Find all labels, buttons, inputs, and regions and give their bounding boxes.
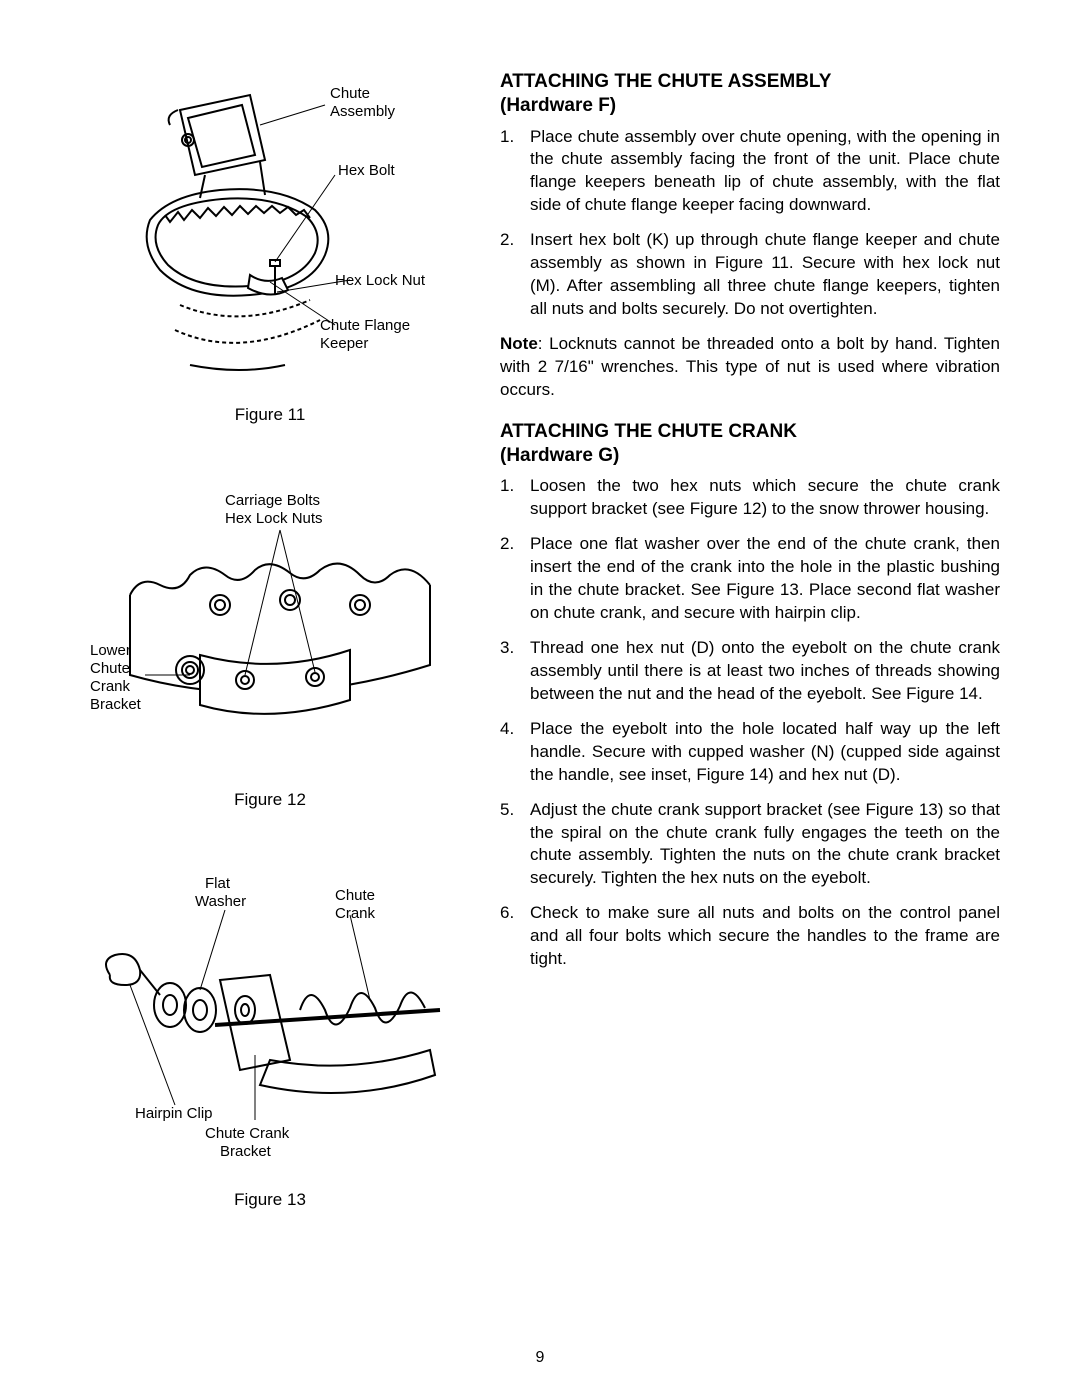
chute-assembly-item: Place chute assembly over chute opening,… <box>500 126 1000 218</box>
fig13-label-flat-l1: Flat <box>205 875 231 892</box>
figure-13-svg: Flat Washer Chute Crank Hairpin Clip Chu… <box>90 860 450 1170</box>
fig11-label-chute-assembly-l1: Chute <box>330 85 370 102</box>
fig12-label-lower-l4: Bracket <box>90 696 142 713</box>
page-content: Chute Assembly Hex Bolt Hex Lock Nut Chu… <box>80 70 1000 1260</box>
chute-assembly-item: Insert hex bolt (K) up through chute fla… <box>500 229 1000 321</box>
fig12-label-lower-l3: Crank <box>90 678 131 695</box>
fig11-label-chute-assembly-l2: Assembly <box>330 103 396 120</box>
fig13-label-crank-l1: Chute <box>335 887 375 904</box>
fig13-label-bracket-l2: Bracket <box>220 1143 272 1160</box>
fig11-label-flange-l1: Chute Flange <box>320 317 410 334</box>
section-heading-chute-crank: ATTACHING THE CHUTE CRANK (Hardware G) <box>500 420 1000 468</box>
figure-11-caption: Figure 11 <box>80 405 460 425</box>
figure-13: Flat Washer Chute Crank Hairpin Clip Chu… <box>80 860 460 1210</box>
chute-crank-list: Loosen the two hex nuts which secure the… <box>500 475 1000 971</box>
fig13-label-flat-l2: Washer <box>195 893 246 910</box>
figure-11-svg: Chute Assembly Hex Bolt Hex Lock Nut Chu… <box>110 70 430 390</box>
fig11-label-flange-l2: Keeper <box>320 335 368 352</box>
figure-12-svg: Carriage Bolts Hex Lock Nuts Lower Chute… <box>90 475 450 775</box>
figure-12: Carriage Bolts Hex Lock Nuts Lower Chute… <box>80 475 460 810</box>
section-heading-chute-assembly: ATTACHING THE CHUTE ASSEMBLY (Hardware F… <box>500 70 1000 118</box>
heading-chute-crank-l2: (Hardware G) <box>500 445 619 466</box>
figure-13-caption: Figure 13 <box>80 1190 460 1210</box>
heading-chute-assembly-l1: ATTACHING THE CHUTE ASSEMBLY <box>500 71 831 92</box>
chute-crank-item: Loosen the two hex nuts which secure the… <box>500 475 1000 521</box>
figure-12-caption: Figure 12 <box>80 790 460 810</box>
note-text: : Locknuts cannot be threaded onto a bol… <box>500 334 1000 399</box>
fig12-label-hexlocknuts: Hex Lock Nuts <box>225 510 323 527</box>
right-column: ATTACHING THE CHUTE ASSEMBLY (Hardware F… <box>500 70 1000 1260</box>
fig13-label-bracket-l1: Chute Crank <box>205 1125 290 1142</box>
fig12-label-lower-l2: Chute <box>90 660 130 677</box>
chute-crank-item: Place one flat washer over the end of th… <box>500 533 1000 625</box>
left-column: Chute Assembly Hex Bolt Hex Lock Nut Chu… <box>80 70 460 1260</box>
fig11-label-hex-lock-nut: Hex Lock Nut <box>335 272 426 289</box>
figure-11: Chute Assembly Hex Bolt Hex Lock Nut Chu… <box>80 70 460 425</box>
chute-assembly-note: Note: Locknuts cannot be threaded onto a… <box>500 333 1000 402</box>
chute-crank-item: Thread one hex nut (D) onto the eyebolt … <box>500 637 1000 706</box>
heading-chute-crank-l1: ATTACHING THE CHUTE CRANK <box>500 421 797 442</box>
fig11-label-hex-bolt: Hex Bolt <box>338 162 396 179</box>
chute-crank-item: Check to make sure all nuts and bolts on… <box>500 902 1000 971</box>
heading-chute-assembly-l2: (Hardware F) <box>500 95 616 116</box>
fig12-label-lower-l1: Lower <box>90 642 131 659</box>
fig13-label-hairpin: Hairpin Clip <box>135 1105 213 1122</box>
note-label: Note <box>500 334 538 353</box>
fig13-label-crank-l2: Crank <box>335 905 376 922</box>
chute-crank-item: Place the eyebolt into the hole located … <box>500 718 1000 787</box>
chute-assembly-list: Place chute assembly over chute opening,… <box>500 126 1000 322</box>
chute-crank-item: Adjust the chute crank support bracket (… <box>500 799 1000 891</box>
page-number: 9 <box>0 1349 1080 1367</box>
fig12-label-carriage: Carriage Bolts <box>225 492 320 509</box>
